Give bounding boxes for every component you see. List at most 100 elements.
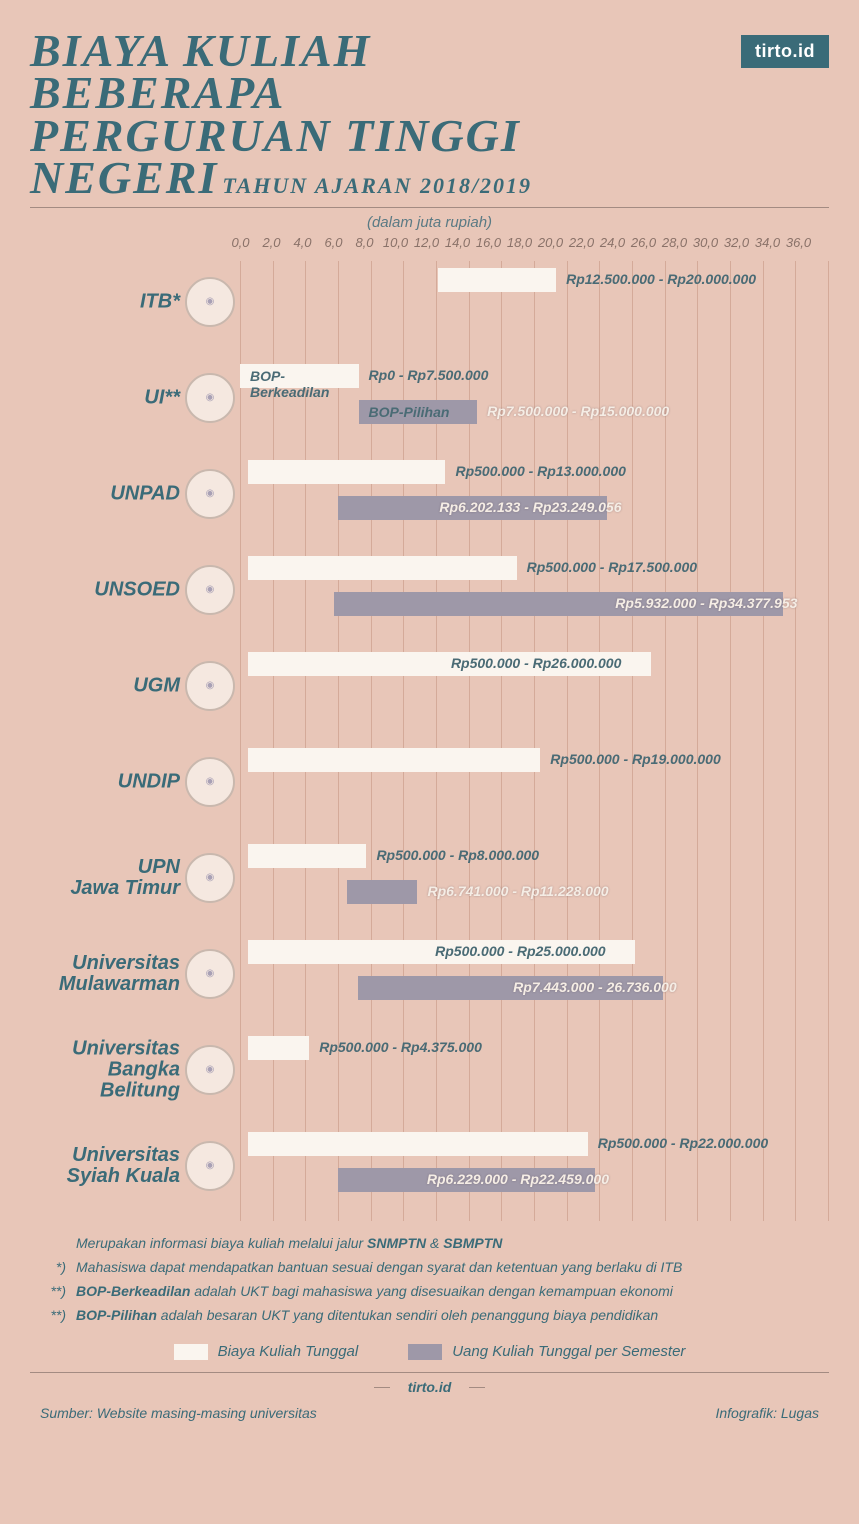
title-line: PERGURUAN TINGGI (30, 115, 829, 157)
bar-wrap: Rp500.000 - Rp17.500.000 (240, 556, 829, 586)
tick-label: 24,0 (597, 235, 628, 250)
tick-label: 14,0 (442, 235, 473, 250)
bar-wrap: Rp7.443.000 - 26.736.000 (240, 976, 829, 1006)
bar-value-label: Rp500.000 - Rp8.000.000 (376, 847, 539, 863)
bar-wrap: BOP-Pilihan Rp7.500.000 - Rp15.000.000 (240, 400, 829, 430)
tick-label: 12,0 (411, 235, 442, 250)
row-label: UGM (30, 675, 180, 696)
bar-value-label: Rp6.229.000 - Rp22.459.000 (427, 1171, 609, 1187)
bar-group: Rp500.000 - Rp4.375.000 (240, 1022, 829, 1066)
bar-wrap: Rp500.000 - Rp19.000.000 (240, 748, 829, 778)
infographic-page: tirto.id BIAYA KULIAH BEBERAPA PERGURUAN… (0, 0, 859, 1524)
row-label: UPNJawa Timur (30, 857, 180, 899)
bar-wrap: Rp500.000 - Rp22.000.000 (240, 1132, 829, 1162)
range-bar (248, 748, 540, 772)
tick-label: 0,0 (225, 235, 256, 250)
tick-label: 22,0 (566, 235, 597, 250)
title-word: NEGERI (30, 152, 218, 203)
row-label: ITB* (30, 291, 180, 312)
tick-label: 32,0 (721, 235, 752, 250)
university-seal-icon: ◉ (185, 565, 235, 615)
x-axis-ticks: 0,02,04,06,08,010,012,014,016,018,020,02… (240, 235, 829, 250)
range-bar (248, 844, 367, 868)
bar-value-label: Rp7.443.000 - 26.736.000 (513, 979, 676, 995)
header: tirto.id BIAYA KULIAH BEBERAPA PERGURUAN… (30, 30, 829, 208)
range-bar (248, 1132, 588, 1156)
legend: Biaya Kuliah Tunggal Uang Kuliah Tunggal … (30, 1343, 829, 1360)
chart-row: UniversitasBangkaBelitung◉Rp500.000 - Rp… (30, 1022, 829, 1118)
title-line: NEGERITAHUN AJARAN 2018/2019 (30, 157, 829, 199)
bar-group: BOP-Berkeadilan Rp0 - Rp7.500.000 BOP-Pili… (240, 350, 829, 430)
bar-wrap: Rp5.932.000 - Rp34.377.953 (240, 592, 829, 622)
bar-value-label: Rp500.000 - Rp25.000.000 (435, 943, 605, 959)
subtitle: TAHUN AJARAN 2018/2019 (222, 173, 532, 198)
tick-label: 26,0 (628, 235, 659, 250)
university-seal-icon: ◉ (185, 661, 235, 711)
university-seal-icon: ◉ (185, 853, 235, 903)
main-title: BIAYA KULIAH BEBERAPA PERGURUAN TINGGI N… (30, 30, 829, 199)
range-bar: BOP-Pilihan (359, 400, 478, 424)
university-seal-icon: ◉ (185, 277, 235, 327)
tick-label: 4,0 (287, 235, 318, 250)
bar-value-label: Rp500.000 - Rp13.000.000 (455, 463, 625, 479)
brand-badge: tirto.id (741, 35, 829, 68)
bar-value-label: Rp6.741.000 - Rp11.228.000 (427, 883, 608, 899)
axis-unit-label: (dalam juta rupiah) (30, 214, 829, 231)
bar-value-label: Rp500.000 - Rp17.500.000 (527, 559, 697, 575)
bar-group: Rp12.500.000 - Rp20.000.000 (240, 254, 829, 298)
bar-wrap: Rp6.202.133 - Rp23.249.056 (240, 496, 829, 526)
bar-group: Rp500.000 - Rp22.000.000 Rp6.229.000 - Rp… (240, 1118, 829, 1198)
bar-inner-label: BOP-Berkeadilan (250, 368, 359, 400)
divider (30, 207, 829, 208)
bar-wrap: Rp500.000 - Rp25.000.000 (240, 940, 829, 970)
bar-value-label: Rp500.000 - Rp4.375.000 (319, 1039, 482, 1055)
chart-row: UniversitasMulawarman◉Rp500.000 - Rp25.0… (30, 926, 829, 1022)
row-label: UNSOED (30, 579, 180, 600)
footnotes: Merupakan informasi biaya kuliah melalui… (30, 1232, 829, 1327)
legend-item: Uang Kuliah Tunggal per Semester (408, 1343, 685, 1360)
tick-label: 18,0 (504, 235, 535, 250)
university-seal-icon: ◉ (185, 1141, 235, 1191)
row-label: UniversitasBangkaBelitung (30, 1038, 180, 1101)
footnote-item: *)Mahasiswa dapat mendapatkan bantuan se… (40, 1256, 819, 1280)
bar-group: Rp500.000 - Rp17.500.000 Rp5.932.000 - Rp… (240, 542, 829, 622)
range-bar (438, 268, 557, 292)
bar-value-label: Rp500.000 - Rp19.000.000 (550, 751, 720, 767)
chart-row: UI**◉BOP-BerkeadilanRp0 - Rp7.500.000BOP… (30, 350, 829, 446)
tick-label: 8,0 (349, 235, 380, 250)
row-label: UNPAD (30, 483, 180, 504)
bar-wrap: Rp500.000 - Rp13.000.000 (240, 460, 829, 490)
tick-label: 6,0 (318, 235, 349, 250)
tick-label: 36,0 (783, 235, 814, 250)
tick-label: 16,0 (473, 235, 504, 250)
chart-row: UNDIP◉Rp500.000 - Rp19.000.000 (30, 734, 829, 830)
bar-wrap: Rp500.000 - Rp4.375.000 (240, 1036, 829, 1066)
tick-label: 34,0 (752, 235, 783, 250)
title-line: BEBERAPA (30, 72, 829, 114)
footer: tirto.id (30, 1373, 829, 1405)
row-label: UI** (30, 387, 180, 408)
bar-group: Rp500.000 - Rp25.000.000 Rp7.443.000 - 26… (240, 926, 829, 1006)
chart-row: UNSOED◉ Rp500.000 - Rp17.500.000 Rp5.932.0… (30, 542, 829, 638)
chart-row: UniversitasSyiah Kuala◉Rp500.000 - Rp22.… (30, 1118, 829, 1214)
range-bar (248, 1036, 309, 1060)
bar-value-label: Rp7.500.000 - Rp15.000.000 (487, 403, 669, 419)
tick-label: 10,0 (380, 235, 411, 250)
bar-value-label: Rp5.932.000 - Rp34.377.953 (615, 595, 797, 611)
legend-item: Biaya Kuliah Tunggal (174, 1343, 359, 1360)
bar-wrap: Rp12.500.000 - Rp20.000.000 (240, 268, 829, 298)
row-label: UNDIP (30, 771, 180, 792)
bar-value-label: Rp6.202.133 - Rp23.249.056 (439, 499, 621, 515)
row-label: UniversitasMulawarman (30, 953, 180, 995)
footer-site: tirto.id (408, 1379, 452, 1395)
bar-value-label: Rp0 - Rp7.500.000 (369, 367, 489, 383)
tick-label: 20,0 (535, 235, 566, 250)
bar-group: Rp500.000 - Rp8.000.000 Rp6.741.000 - Rp1… (240, 830, 829, 910)
range-bar (248, 556, 517, 580)
university-seal-icon: ◉ (185, 373, 235, 423)
chart-row: UNPAD◉Rp500.000 - Rp13.000.000Rp6.202.13… (30, 446, 829, 542)
footer-credits: Sumber: Website masing-masing universita… (30, 1405, 829, 1439)
chart-row: ITB*◉Rp12.500.000 - Rp20.000.000 (30, 254, 829, 350)
bar-group: Rp500.000 - Rp26.000.000 (240, 638, 829, 682)
row-label: UniversitasSyiah Kuala (30, 1145, 180, 1187)
